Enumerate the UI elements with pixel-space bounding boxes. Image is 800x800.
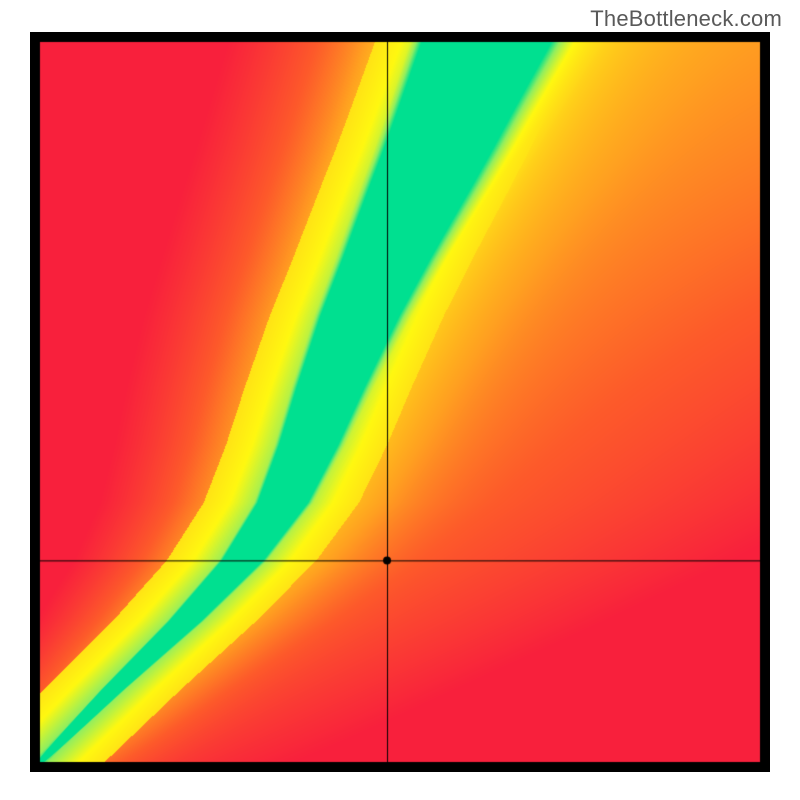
watermark-text: TheBottleneck.com [590, 6, 782, 32]
heatmap-canvas [30, 32, 770, 772]
heatmap-plot [30, 32, 770, 772]
chart-container: TheBottleneck.com [0, 0, 800, 800]
